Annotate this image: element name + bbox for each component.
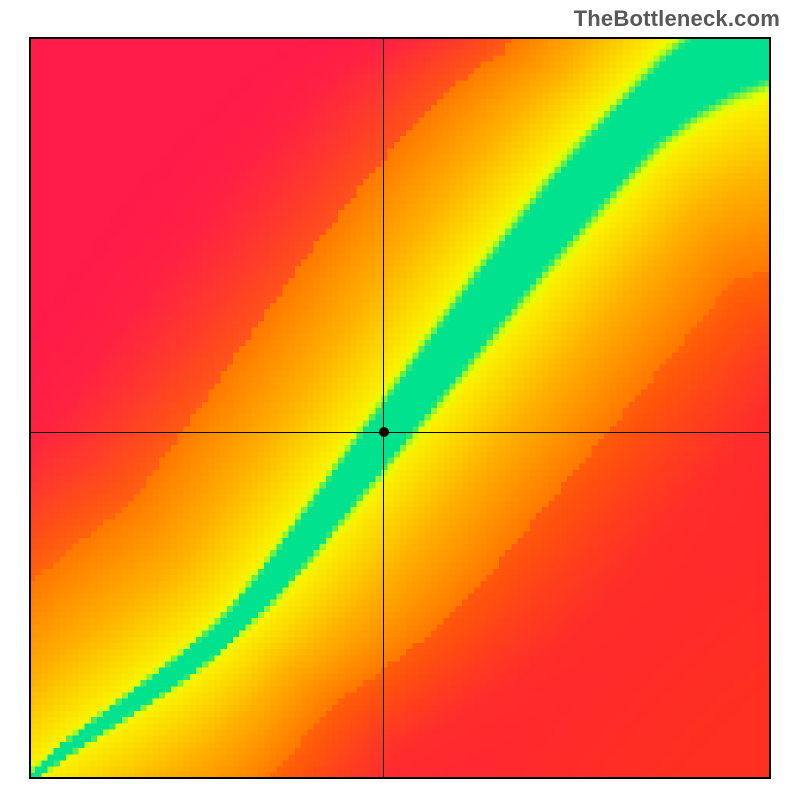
chart-container: TheBottleneck.com [0,0,800,800]
watermark-text: TheBottleneck.com [574,6,780,32]
heatmap-canvas [29,37,771,779]
plot-area [29,37,771,779]
